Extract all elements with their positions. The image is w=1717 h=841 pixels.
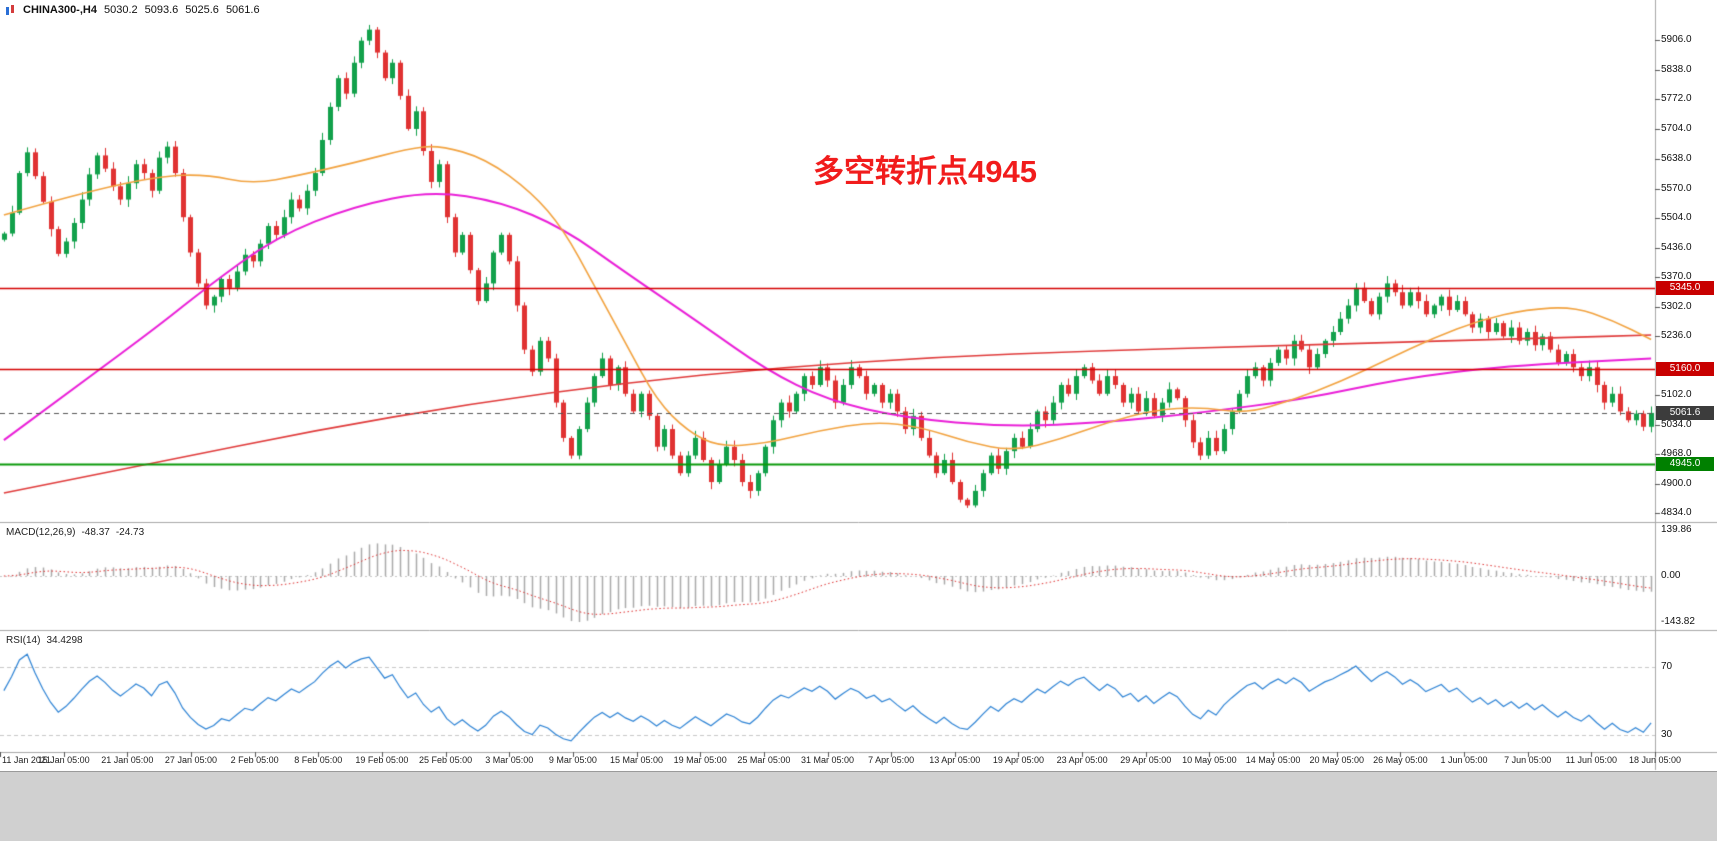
ohlc-close: 5061.6 <box>225 4 260 16</box>
time-axis-label: 1 Jun 05:00 <box>1440 755 1488 765</box>
price-tick-label: 4968.0 <box>1661 448 1692 460</box>
macd-axis-label: 139.86 <box>1661 524 1692 535</box>
time-axis-label: 7 Apr 05:00 <box>868 755 915 765</box>
time-axis-label: 18 Jun 05:00 <box>1628 755 1682 765</box>
rsi-value: 34.4298 <box>46 635 83 646</box>
rsi-axis-label: 70 <box>1661 661 1673 672</box>
time-axis-label: 27 Jan 05:00 <box>164 755 217 765</box>
time-axis-label: 3 Mar 05:00 <box>485 755 534 765</box>
time-axis-label: 14 May 05:00 <box>1245 755 1301 765</box>
time-axis-label: 25 Mar 05:00 <box>737 755 791 765</box>
time-axis-label: 11 Jan 2021 <box>2 755 51 765</box>
price-tick-label: 5034.0 <box>1661 419 1692 431</box>
price-tick-label: 5772.0 <box>1661 93 1692 105</box>
price-tick-label: 5638.0 <box>1661 152 1692 164</box>
bottom-strip <box>0 771 1717 841</box>
price-tick-label: 5838.0 <box>1661 64 1692 76</box>
macd-signal-value: -24.73 <box>115 527 145 538</box>
price-tick-label: 4834.0 <box>1661 507 1692 519</box>
time-axis-label: 29 Apr 05:00 <box>1120 755 1172 765</box>
price-tick-label: 5370.0 <box>1661 270 1692 282</box>
price-badge-support-level: 4945.0 <box>1656 457 1714 472</box>
ohlc-low: 5025.6 <box>185 4 219 16</box>
ohlc-high: 5093.6 <box>144 4 179 16</box>
chart-header: CHINA300-,H4 5030.2 5093.6 5025.6 5061.6 <box>5 4 260 16</box>
time-axis-label: 9 Mar 05:00 <box>548 755 597 765</box>
time-axis-label: 19 Apr 05:00 <box>992 755 1044 765</box>
price-tick-label: 4900.0 <box>1661 478 1692 490</box>
time-axis-label: 21 Jan 05:00 <box>101 755 154 765</box>
time-axis-label: 7 Jun 05:00 <box>1504 755 1552 765</box>
time-axis-label: 26 May 05:00 <box>1373 755 1428 765</box>
price-tick-label: 5704.0 <box>1661 123 1692 135</box>
macd-indicator-label: MACD(12,26,9) -48.37 -24.73 <box>6 527 144 538</box>
rsi-label-text: RSI(14) <box>6 635 41 646</box>
time-axis-label: 15 Jan 05:00 <box>37 755 90 765</box>
time-axis-label: 23 Apr 05:00 <box>1056 755 1108 765</box>
macd-axis-label: -143.82 <box>1661 616 1695 627</box>
time-axis-label: 31 Mar 05:00 <box>800 755 855 765</box>
time-axis-label: 11 Jun 05:00 <box>1565 755 1618 765</box>
time-axis-label: 10 May 05:00 <box>1182 755 1237 765</box>
time-axis-label: 25 Feb 05:00 <box>419 755 473 765</box>
price-tick-label: 5570.0 <box>1661 182 1692 194</box>
price-badge-resistance-level: 5345.0 <box>1656 280 1714 295</box>
time-axis-label: 20 May 05:00 <box>1309 755 1364 765</box>
price-tick-label: 5302.0 <box>1661 300 1692 312</box>
price-tick-label: 5102.0 <box>1661 389 1692 401</box>
price-badge-current-price: 5061.6 <box>1656 405 1714 420</box>
time-axis-label: 8 Feb 05:00 <box>294 755 343 765</box>
time-axis-label: 15 Mar 05:00 <box>610 755 664 765</box>
chart-symbol-timeframe: CHINA300-,H4 <box>23 4 97 16</box>
price-badge-resistance-level: 5160.0 <box>1656 362 1714 377</box>
rsi-indicator-label: RSI(14) 34.4298 <box>6 635 83 646</box>
time-axis-label: 13 Apr 05:00 <box>929 755 981 765</box>
price-tick-label: 5504.0 <box>1661 211 1692 223</box>
macd-axis-label: 0.00 <box>1661 570 1681 581</box>
price-tick-label: 5436.0 <box>1661 241 1692 253</box>
time-axis-label: 19 Feb 05:00 <box>355 755 409 765</box>
macd-label-text: MACD(12,26,9) <box>6 527 76 538</box>
price-tick-label: 5906.0 <box>1661 34 1692 46</box>
ohlc-open: 5030.2 <box>103 4 138 16</box>
symbol-marker-icon <box>5 4 16 16</box>
time-axis-label: 2 Feb 05:00 <box>230 755 279 765</box>
rsi-axis-label: 30 <box>1661 728 1673 740</box>
macd-main-value: -48.37 <box>81 527 110 538</box>
time-axis-label: 19 Mar 05:00 <box>673 755 727 765</box>
chart-annotation-text: 多空转折点4945 <box>813 154 1037 189</box>
price-tick-label: 5236.0 <box>1661 329 1692 341</box>
